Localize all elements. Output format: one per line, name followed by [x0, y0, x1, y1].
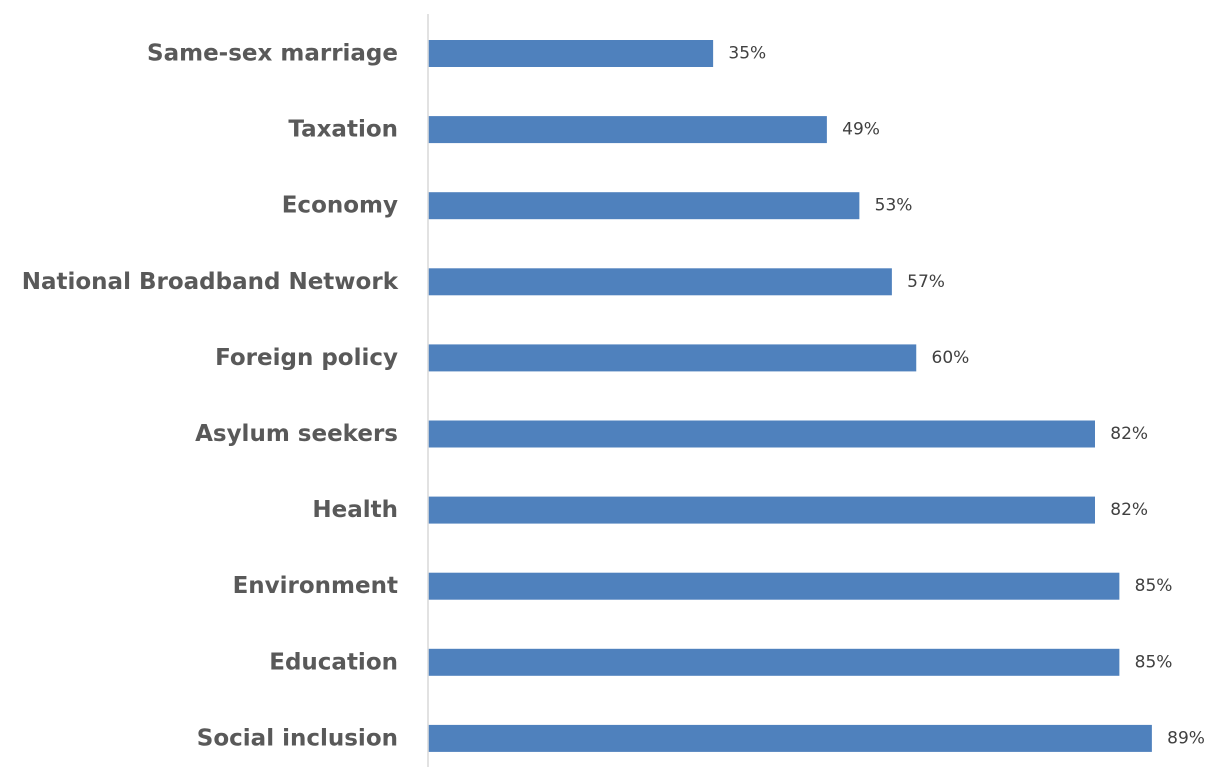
category-label: Taxation: [288, 117, 398, 143]
data-label: 82%: [1110, 500, 1148, 520]
bar: [428, 724, 1152, 752]
data-label: 35%: [728, 44, 766, 64]
data-label: 82%: [1110, 424, 1148, 444]
value-labels-group: 35% 49% 53% 57% 60% 82% 82% 85% 85% 89%: [728, 44, 1205, 749]
data-label: 49%: [842, 120, 880, 140]
data-label: 53%: [875, 196, 913, 216]
data-label: 60%: [932, 348, 970, 368]
bars-group: [428, 40, 1152, 752]
category-label: Asylum seekers: [195, 421, 398, 447]
data-label: 89%: [1167, 728, 1205, 748]
category-label: Social inclusion: [197, 725, 398, 751]
category-label: Health: [312, 497, 398, 523]
data-label: 85%: [1135, 576, 1173, 596]
bar: [428, 40, 714, 67]
bar: [428, 268, 892, 296]
bar: [428, 344, 917, 372]
bar: [428, 420, 1095, 448]
category-label: Education: [269, 649, 398, 675]
category-label: Environment: [233, 573, 398, 599]
data-label: 57%: [907, 272, 945, 292]
category-label: Foreign policy: [215, 345, 398, 371]
bar: [428, 192, 860, 220]
bar: [428, 116, 827, 144]
category-labels-group: Same-sex marriage Taxation Economy National…: [22, 41, 399, 752]
data-label: 85%: [1135, 652, 1173, 672]
category-label: Same-sex marriage: [147, 41, 398, 67]
bar: [428, 572, 1120, 600]
category-label: Economy: [282, 193, 398, 219]
category-label: National Broadband Network: [22, 269, 399, 295]
bar: [428, 648, 1120, 676]
bar: [428, 496, 1095, 524]
